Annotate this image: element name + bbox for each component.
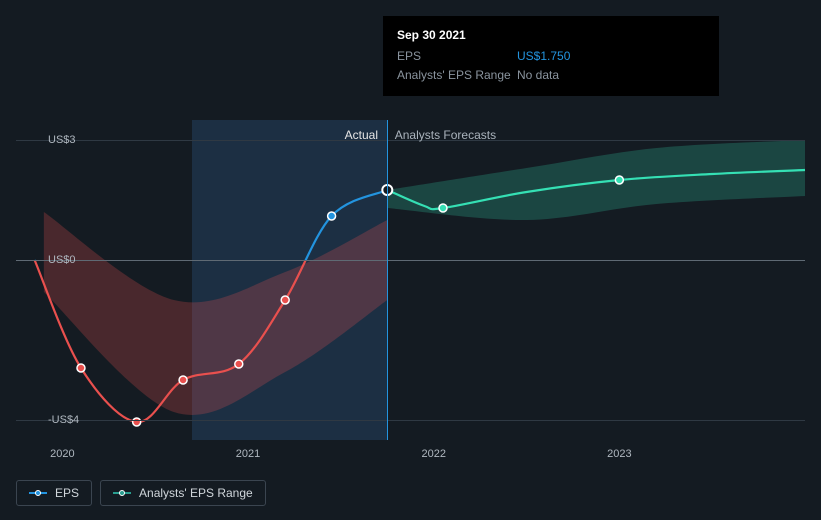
tooltip-label: Analysts' EPS Range xyxy=(397,66,517,85)
legend-swatch-icon xyxy=(29,489,47,497)
gridline xyxy=(16,260,805,261)
tooltip-value: No data xyxy=(517,66,559,85)
x-axis-label: 2022 xyxy=(421,440,445,460)
legend-item[interactable]: EPS xyxy=(16,480,92,506)
y-axis-label: US$3 xyxy=(48,134,52,146)
eps-chart: US$3US$0-US$42020202120222023ActualAnaly… xyxy=(16,120,805,440)
chart-svg xyxy=(16,120,805,440)
marker-line xyxy=(387,120,388,440)
tooltip-date: Sep 30 2021 xyxy=(397,26,705,45)
legend: EPS Analysts' EPS Range xyxy=(16,480,266,506)
eps-marker xyxy=(281,296,289,304)
region-label: Analysts Forecasts xyxy=(395,128,496,142)
x-axis-label: 2020 xyxy=(50,440,74,460)
legend-label: Analysts' EPS Range xyxy=(139,486,253,500)
tooltip-label: EPS xyxy=(397,47,517,66)
tooltip-row: EPSUS$1.750 xyxy=(397,47,705,66)
x-axis-label: 2023 xyxy=(607,440,631,460)
eps-marker xyxy=(328,212,336,220)
y-axis-label: US$0 xyxy=(48,254,52,266)
x-axis-label: 2021 xyxy=(236,440,260,460)
eps-forecast-marker xyxy=(439,204,447,212)
legend-item[interactable]: Analysts' EPS Range xyxy=(100,480,266,506)
y-axis-label: -US$4 xyxy=(48,414,52,426)
eps-marker xyxy=(235,360,243,368)
eps-range-actual xyxy=(44,212,387,415)
chart-tooltip: Sep 30 2021 EPSUS$1.750Analysts' EPS Ran… xyxy=(383,16,719,96)
eps-forecast-marker xyxy=(615,176,623,184)
eps-marker xyxy=(179,376,187,384)
region-label: Actual xyxy=(345,128,378,142)
legend-swatch-icon xyxy=(113,489,131,497)
eps-marker xyxy=(77,364,85,372)
legend-label: EPS xyxy=(55,486,79,500)
gridline xyxy=(16,420,805,421)
tooltip-value: US$1.750 xyxy=(517,47,570,66)
tooltip-row: Analysts' EPS RangeNo data xyxy=(397,66,705,85)
eps-range-forecast xyxy=(387,140,805,220)
